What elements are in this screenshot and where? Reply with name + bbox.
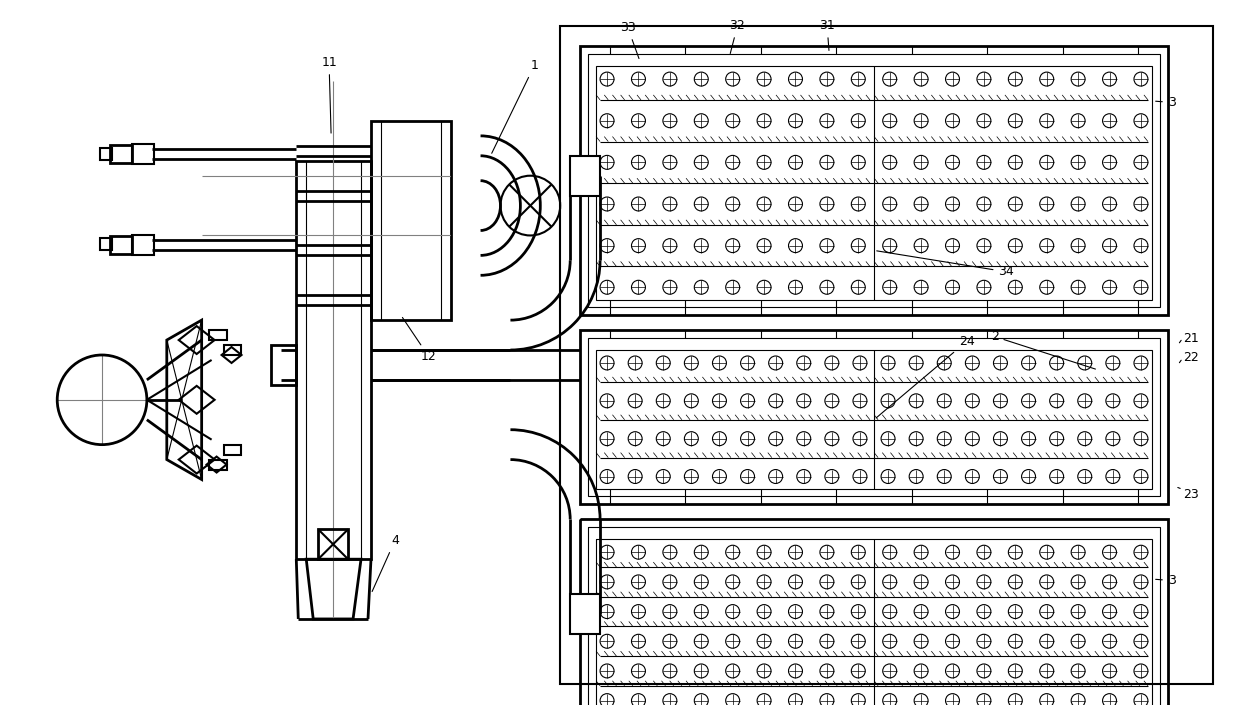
Text: 24: 24: [877, 335, 975, 418]
Text: 23: 23: [1183, 488, 1199, 501]
Bar: [296, 161, 371, 559]
Bar: [272, 345, 296, 385]
Bar: [110, 237, 131, 254]
Bar: [223, 445, 242, 455]
Bar: [580, 46, 1168, 315]
Bar: [588, 338, 1159, 496]
Text: 3: 3: [1156, 96, 1176, 109]
Bar: [371, 121, 450, 320]
Text: 33: 33: [620, 21, 639, 59]
Text: 32: 32: [729, 19, 745, 54]
Bar: [319, 530, 348, 559]
Bar: [208, 460, 227, 469]
Bar: [570, 594, 600, 634]
Bar: [588, 54, 1159, 307]
Bar: [580, 520, 1168, 706]
Bar: [588, 527, 1159, 706]
Bar: [208, 330, 227, 340]
Text: 21: 21: [1183, 332, 1199, 345]
Bar: [100, 239, 112, 251]
Text: 11: 11: [321, 56, 337, 133]
Bar: [131, 236, 154, 256]
Text: 22: 22: [1183, 352, 1199, 364]
Text: 12: 12: [403, 318, 436, 363]
Text: 34: 34: [877, 251, 1014, 278]
Bar: [100, 148, 112, 160]
Bar: [110, 145, 131, 163]
Bar: [131, 144, 154, 164]
Bar: [580, 330, 1168, 504]
Bar: [570, 156, 600, 196]
Text: 1: 1: [492, 59, 538, 153]
Text: 31: 31: [820, 19, 835, 50]
Bar: [223, 345, 242, 355]
Bar: [596, 66, 1152, 300]
Bar: [596, 539, 1152, 706]
Text: 4: 4: [372, 534, 399, 592]
Bar: [596, 350, 1152, 489]
Text: 3: 3: [1156, 574, 1176, 587]
Bar: [560, 26, 1213, 683]
Text: 2: 2: [991, 330, 1095, 369]
